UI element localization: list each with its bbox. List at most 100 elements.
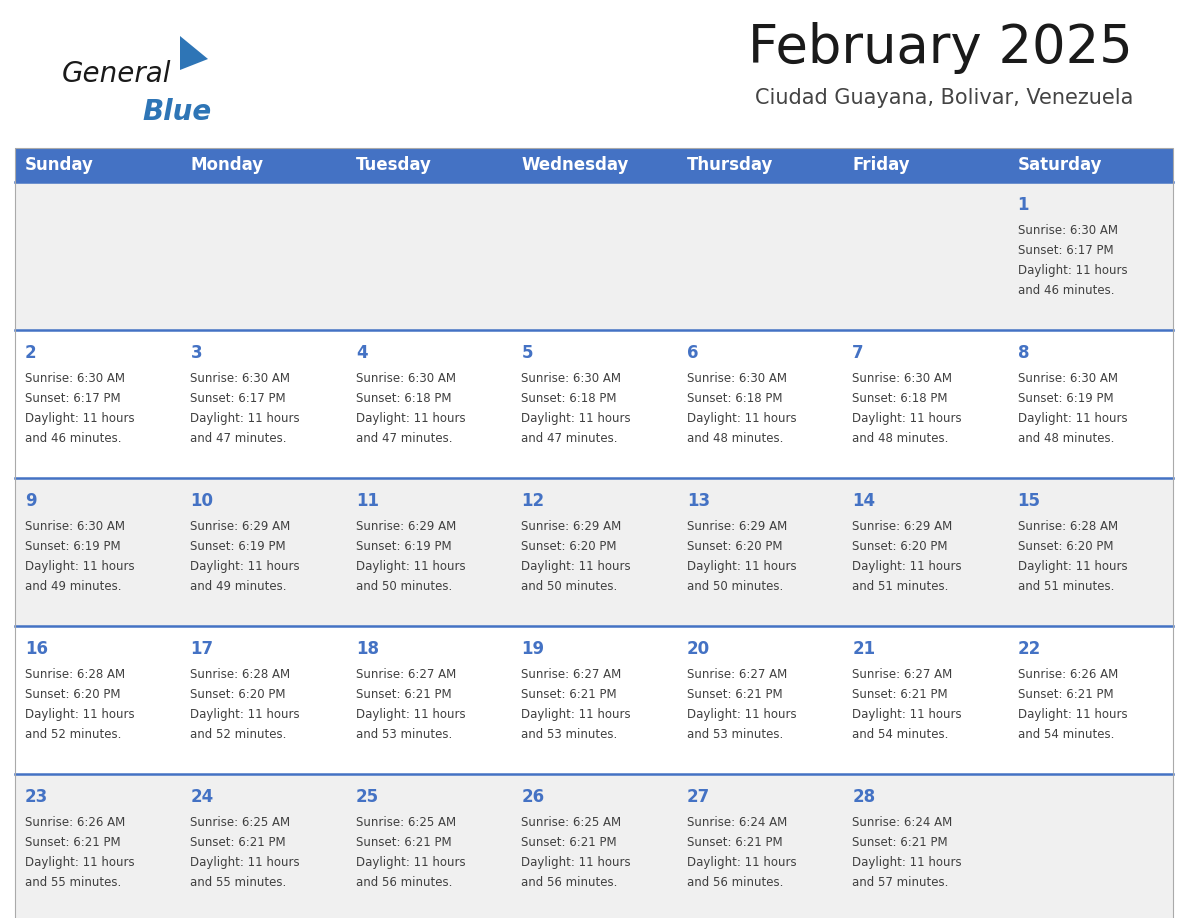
Text: Daylight: 11 hours: Daylight: 11 hours xyxy=(687,856,796,869)
Text: General: General xyxy=(62,60,171,88)
Text: Daylight: 11 hours: Daylight: 11 hours xyxy=(522,560,631,573)
Bar xyxy=(15,626,1173,774)
Text: and 47 minutes.: and 47 minutes. xyxy=(190,432,287,445)
Text: Daylight: 11 hours: Daylight: 11 hours xyxy=(1018,412,1127,425)
Text: 3: 3 xyxy=(190,344,202,362)
Text: Sunset: 6:20 PM: Sunset: 6:20 PM xyxy=(190,688,286,701)
Text: 1: 1 xyxy=(1018,196,1029,214)
Bar xyxy=(15,182,1173,330)
Text: Sunrise: 6:30 AM: Sunrise: 6:30 AM xyxy=(852,372,952,385)
Text: Sunset: 6:21 PM: Sunset: 6:21 PM xyxy=(190,836,286,849)
Text: Daylight: 11 hours: Daylight: 11 hours xyxy=(190,856,301,869)
Text: Sunrise: 6:29 AM: Sunrise: 6:29 AM xyxy=(522,520,621,533)
Text: and 50 minutes.: and 50 minutes. xyxy=(522,580,618,593)
Text: 2: 2 xyxy=(25,344,37,362)
Text: and 57 minutes.: and 57 minutes. xyxy=(852,876,948,889)
Text: Sunrise: 6:25 AM: Sunrise: 6:25 AM xyxy=(190,816,291,829)
Text: Sunrise: 6:28 AM: Sunrise: 6:28 AM xyxy=(25,668,125,681)
Text: 5: 5 xyxy=(522,344,532,362)
Text: and 46 minutes.: and 46 minutes. xyxy=(1018,284,1114,297)
Bar xyxy=(15,148,1173,918)
Text: Sunset: 6:21 PM: Sunset: 6:21 PM xyxy=(522,688,617,701)
Text: Sunset: 6:21 PM: Sunset: 6:21 PM xyxy=(522,836,617,849)
Text: Sunset: 6:21 PM: Sunset: 6:21 PM xyxy=(687,688,783,701)
Text: Daylight: 11 hours: Daylight: 11 hours xyxy=(522,412,631,425)
Text: Sunrise: 6:27 AM: Sunrise: 6:27 AM xyxy=(356,668,456,681)
Bar xyxy=(15,774,1173,918)
Text: 26: 26 xyxy=(522,788,544,806)
Text: Daylight: 11 hours: Daylight: 11 hours xyxy=(25,856,134,869)
Text: 25: 25 xyxy=(356,788,379,806)
Text: Sunset: 6:19 PM: Sunset: 6:19 PM xyxy=(1018,392,1113,405)
Text: Sunset: 6:21 PM: Sunset: 6:21 PM xyxy=(356,688,451,701)
Text: Sunset: 6:21 PM: Sunset: 6:21 PM xyxy=(356,836,451,849)
Text: Sunset: 6:21 PM: Sunset: 6:21 PM xyxy=(687,836,783,849)
Text: Sunset: 6:21 PM: Sunset: 6:21 PM xyxy=(852,836,948,849)
Text: 21: 21 xyxy=(852,640,876,658)
Text: and 51 minutes.: and 51 minutes. xyxy=(852,580,948,593)
Text: Daylight: 11 hours: Daylight: 11 hours xyxy=(1018,708,1127,721)
Text: Daylight: 11 hours: Daylight: 11 hours xyxy=(356,856,466,869)
Text: February 2025: February 2025 xyxy=(748,22,1133,74)
Text: 10: 10 xyxy=(190,492,214,510)
Text: 28: 28 xyxy=(852,788,876,806)
Bar xyxy=(15,148,1173,182)
Text: and 53 minutes.: and 53 minutes. xyxy=(687,728,783,741)
Text: Daylight: 11 hours: Daylight: 11 hours xyxy=(356,412,466,425)
Text: Sunset: 6:19 PM: Sunset: 6:19 PM xyxy=(25,540,121,553)
Text: 23: 23 xyxy=(25,788,49,806)
Text: 18: 18 xyxy=(356,640,379,658)
Text: Daylight: 11 hours: Daylight: 11 hours xyxy=(190,412,301,425)
Text: Daylight: 11 hours: Daylight: 11 hours xyxy=(522,856,631,869)
Text: Sunrise: 6:29 AM: Sunrise: 6:29 AM xyxy=(190,520,291,533)
Text: and 46 minutes.: and 46 minutes. xyxy=(25,432,121,445)
Text: Sunrise: 6:29 AM: Sunrise: 6:29 AM xyxy=(852,520,953,533)
Text: and 52 minutes.: and 52 minutes. xyxy=(25,728,121,741)
Text: Sunset: 6:17 PM: Sunset: 6:17 PM xyxy=(190,392,286,405)
Bar xyxy=(15,478,1173,626)
Text: Wednesday: Wednesday xyxy=(522,156,628,174)
Text: Sunset: 6:21 PM: Sunset: 6:21 PM xyxy=(25,836,121,849)
Text: Daylight: 11 hours: Daylight: 11 hours xyxy=(190,708,301,721)
Text: and 56 minutes.: and 56 minutes. xyxy=(687,876,783,889)
Text: and 48 minutes.: and 48 minutes. xyxy=(1018,432,1114,445)
Text: Thursday: Thursday xyxy=(687,156,773,174)
Text: Sunrise: 6:30 AM: Sunrise: 6:30 AM xyxy=(522,372,621,385)
Text: 22: 22 xyxy=(1018,640,1041,658)
Text: Sunset: 6:18 PM: Sunset: 6:18 PM xyxy=(356,392,451,405)
Text: Sunset: 6:17 PM: Sunset: 6:17 PM xyxy=(25,392,121,405)
Text: Sunrise: 6:30 AM: Sunrise: 6:30 AM xyxy=(687,372,786,385)
Text: Sunrise: 6:29 AM: Sunrise: 6:29 AM xyxy=(356,520,456,533)
Text: Sunrise: 6:28 AM: Sunrise: 6:28 AM xyxy=(190,668,291,681)
Text: Sunrise: 6:30 AM: Sunrise: 6:30 AM xyxy=(1018,372,1118,385)
Text: Sunrise: 6:26 AM: Sunrise: 6:26 AM xyxy=(25,816,125,829)
Text: Monday: Monday xyxy=(190,156,264,174)
Text: Daylight: 11 hours: Daylight: 11 hours xyxy=(25,560,134,573)
Text: Sunrise: 6:27 AM: Sunrise: 6:27 AM xyxy=(522,668,621,681)
Text: Sunrise: 6:27 AM: Sunrise: 6:27 AM xyxy=(852,668,953,681)
Text: Sunset: 6:20 PM: Sunset: 6:20 PM xyxy=(852,540,948,553)
Text: and 56 minutes.: and 56 minutes. xyxy=(356,876,453,889)
Text: and 47 minutes.: and 47 minutes. xyxy=(356,432,453,445)
Text: and 50 minutes.: and 50 minutes. xyxy=(687,580,783,593)
Text: Sunset: 6:18 PM: Sunset: 6:18 PM xyxy=(687,392,782,405)
Text: and 55 minutes.: and 55 minutes. xyxy=(190,876,286,889)
Text: Sunrise: 6:25 AM: Sunrise: 6:25 AM xyxy=(356,816,456,829)
Text: Sunrise: 6:28 AM: Sunrise: 6:28 AM xyxy=(1018,520,1118,533)
Text: 15: 15 xyxy=(1018,492,1041,510)
Text: 27: 27 xyxy=(687,788,710,806)
Text: Sunset: 6:21 PM: Sunset: 6:21 PM xyxy=(1018,688,1113,701)
Bar xyxy=(15,330,1173,478)
Text: Daylight: 11 hours: Daylight: 11 hours xyxy=(522,708,631,721)
Text: and 54 minutes.: and 54 minutes. xyxy=(1018,728,1114,741)
Text: and 54 minutes.: and 54 minutes. xyxy=(852,728,948,741)
Text: Sunrise: 6:24 AM: Sunrise: 6:24 AM xyxy=(687,816,786,829)
Text: and 48 minutes.: and 48 minutes. xyxy=(852,432,948,445)
Text: Saturday: Saturday xyxy=(1018,156,1102,174)
Text: Sunset: 6:18 PM: Sunset: 6:18 PM xyxy=(522,392,617,405)
Text: Daylight: 11 hours: Daylight: 11 hours xyxy=(687,560,796,573)
Text: Sunset: 6:17 PM: Sunset: 6:17 PM xyxy=(1018,244,1113,257)
Text: Blue: Blue xyxy=(143,98,211,126)
Text: 19: 19 xyxy=(522,640,544,658)
Text: Sunset: 6:21 PM: Sunset: 6:21 PM xyxy=(852,688,948,701)
